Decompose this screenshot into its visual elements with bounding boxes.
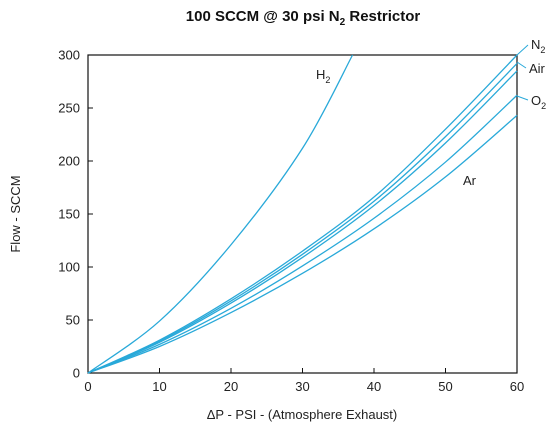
label-leader — [516, 95, 529, 101]
y-tick-label: 300 — [58, 48, 80, 63]
plot-frame — [87, 54, 518, 374]
x-tick-label: 30 — [295, 379, 309, 394]
x-tick-label: 60 — [510, 379, 524, 394]
series-line — [87, 114, 518, 374]
series-line — [87, 94, 518, 374]
series-line — [87, 54, 518, 374]
label-leader — [516, 44, 529, 56]
x-axis-label: ΔP - PSI - (Atmosphere Exhaust) — [207, 407, 398, 422]
y-tick-label: 50 — [66, 313, 80, 328]
series-line — [87, 63, 518, 374]
x-tick-label: 10 — [152, 379, 166, 394]
x-tick-label: 50 — [438, 379, 452, 394]
x-tick-label: 0 — [84, 379, 91, 394]
y-tick-label: 150 — [58, 207, 80, 222]
y-tick-label: 0 — [73, 366, 80, 381]
x-tick-label: 40 — [367, 379, 381, 394]
y-axis-label: Flow - SCCM — [8, 175, 23, 252]
chart-title: 100 SCCM @ 30 psi N2 Restrictor — [185, 8, 421, 28]
y-tick-label: 200 — [58, 154, 80, 169]
series-label: H2 — [316, 67, 330, 85]
series-line — [87, 70, 518, 374]
series-label: Ar — [463, 173, 477, 188]
x-tick-label: 20 — [224, 379, 238, 394]
series-label: O2 — [531, 93, 546, 111]
y-tick-label: 250 — [58, 101, 80, 116]
y-tick-label: 100 — [58, 260, 80, 275]
series-label: N2 — [531, 37, 545, 55]
series-label: Air — [529, 61, 546, 76]
series-line — [87, 54, 354, 374]
label-leader — [516, 61, 527, 69]
